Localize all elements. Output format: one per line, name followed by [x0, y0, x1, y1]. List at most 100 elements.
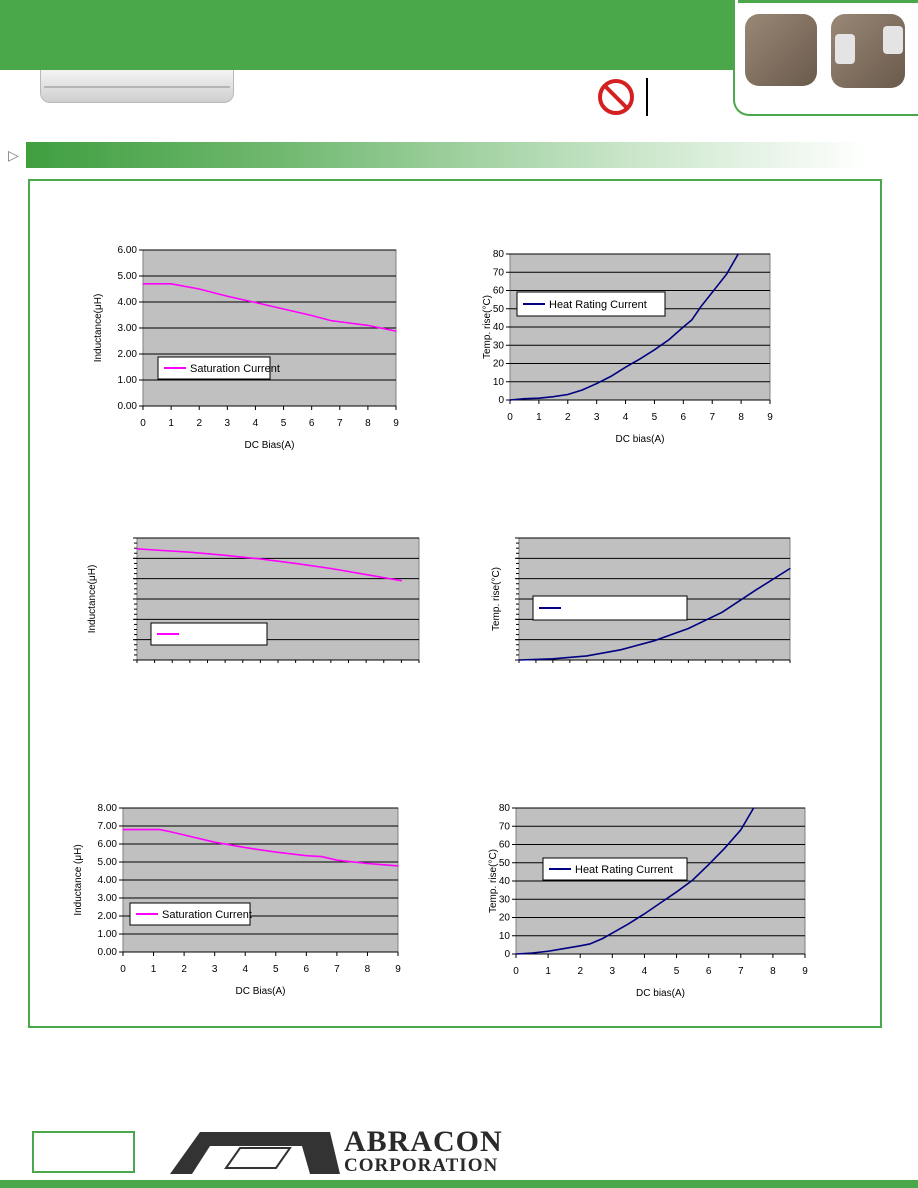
x-tick-label: 3	[594, 412, 600, 423]
x-tick-label: 8	[365, 964, 371, 975]
data-point	[198, 288, 200, 290]
x-tick-label: 1	[536, 412, 542, 423]
x-tick-label: 8	[770, 966, 776, 977]
y-tick-label: 80	[493, 249, 505, 260]
data-point	[653, 640, 656, 642]
chart-inductance-1: 0.00 1.00 2.00 3.00 4.00 5.00 6.00 0 1 2 3 4 5 6 7 8 9 DC…	[93, 245, 399, 451]
data-point	[254, 301, 257, 304]
data-point	[620, 649, 622, 651]
data-point	[295, 562, 297, 565]
data-point	[708, 863, 710, 866]
data-point	[259, 558, 261, 560]
x-tick-label: 4	[642, 966, 648, 977]
data-point	[509, 399, 511, 401]
x-tick-label: 3	[212, 964, 218, 975]
footer-page-box	[32, 1131, 135, 1173]
x-tick-label: 0	[513, 966, 519, 977]
y-tick-label: 40	[493, 322, 505, 333]
y-tick-label: 60	[493, 286, 505, 297]
data-point	[547, 950, 549, 952]
y-tick-label: 7.00	[98, 821, 118, 832]
y-axis-label: Temp. rise(°C)	[482, 295, 493, 359]
y-tick-label: 10	[499, 931, 511, 942]
data-point	[282, 308, 285, 310]
data-point	[682, 326, 684, 328]
x-tick-label: 6	[304, 964, 310, 975]
y-tick-label: 30	[499, 894, 511, 905]
data-point	[518, 659, 520, 661]
y-tick-label: 2.00	[98, 911, 118, 922]
data-point	[687, 627, 689, 630]
chart-temperature-3: 0 10 20 30 40 50 60 70 80 0 1 2 3 4 5 6 7 8 9 DC bias(A) Tem…	[488, 803, 808, 999]
x-tick-label: 2	[577, 966, 583, 977]
data-point	[668, 339, 670, 341]
y-tick-label: 70	[499, 821, 511, 832]
x-tick-label: 9	[393, 418, 399, 429]
data-point	[563, 947, 565, 950]
abracon-logo-icon	[170, 1130, 340, 1181]
data-point	[711, 291, 713, 293]
y-axis-label: Inductance(μH)	[93, 294, 104, 363]
data-point	[330, 567, 332, 570]
legend-label: Heat Rating Current	[549, 299, 647, 311]
x-tick-label: 2	[565, 412, 571, 423]
data-point	[339, 321, 341, 323]
x-tick-label: 9	[395, 964, 401, 975]
x-tick-label: 7	[337, 418, 343, 429]
footer-band	[0, 1180, 918, 1188]
data-point	[214, 841, 216, 843]
brand-subname: CORPORATION	[344, 1155, 499, 1176]
y-tick-label: 6.00	[98, 839, 118, 850]
data-point	[305, 855, 307, 857]
y-tick-label: 3.00	[98, 893, 118, 904]
data-point	[627, 923, 629, 925]
chart-temperature-2: Temp. rise(°C)	[491, 537, 791, 663]
x-tick-label: 7	[709, 412, 715, 423]
data-point	[611, 932, 613, 934]
brand-name: ABRACON	[344, 1125, 503, 1158]
data-point	[567, 393, 569, 396]
y-tick-label: 50	[499, 858, 511, 869]
y-tick-label: 2.00	[118, 349, 138, 360]
x-tick-label: 6	[706, 966, 712, 977]
legend-label: Heat Rating Current	[575, 864, 673, 876]
series-line	[509, 253, 739, 401]
y-tick-label: 1.00	[118, 375, 138, 386]
header-band-right	[738, 0, 918, 3]
legend-box	[150, 622, 268, 646]
x-tick-label: 5	[273, 964, 279, 975]
data-point	[122, 829, 124, 831]
x-tick-label: 2	[196, 418, 202, 429]
data-point	[168, 830, 170, 832]
x-tick-label: 6	[309, 418, 315, 429]
data-point	[653, 349, 656, 351]
data-point	[659, 902, 662, 904]
chart-temperature-1: 0 10 20 30 40 50 60 70 80 0 1 2 3 4 5 6 7 8 9 DC bias(A) Tem…	[482, 249, 773, 445]
data-point	[753, 807, 755, 809]
data-point	[737, 253, 739, 255]
y-tick-label: 4.00	[98, 875, 118, 886]
x-tick-label: 5	[674, 966, 680, 977]
y-tick-label: 30	[493, 340, 505, 351]
x-axis-label: DC bias(A)	[636, 988, 685, 999]
y-tick-label: 20	[499, 913, 511, 924]
data-point	[365, 574, 367, 576]
x-tick-label: 2	[181, 964, 187, 975]
y-tick-label: 5.00	[118, 271, 138, 282]
data-point	[602, 937, 604, 940]
legend-box	[542, 857, 688, 881]
header-tab-line	[44, 86, 230, 88]
legend-box	[129, 902, 251, 926]
data-point	[538, 397, 540, 399]
y-tick-label: 0	[498, 395, 504, 406]
data-point	[610, 375, 612, 377]
data-point	[397, 865, 399, 867]
data-point	[136, 548, 138, 550]
y-tick-label: 70	[493, 267, 505, 278]
y-axis-label: Temp. rise(°C)	[491, 567, 502, 631]
x-tick-label: 6	[681, 412, 687, 423]
data-point	[244, 847, 246, 849]
y-tick-label: 6.00	[118, 245, 138, 256]
x-tick-label: 0	[140, 418, 146, 429]
data-point	[321, 856, 323, 858]
